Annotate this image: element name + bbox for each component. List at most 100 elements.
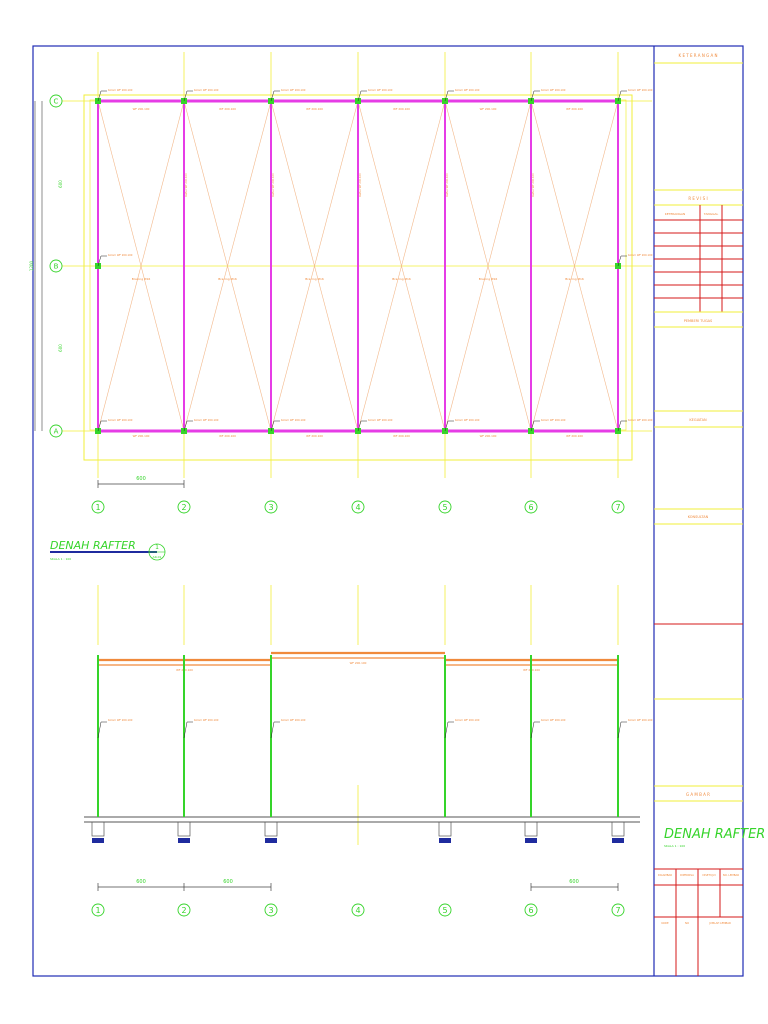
column-leader xyxy=(530,90,540,102)
section-bubble-7 xyxy=(611,903,625,917)
section-column-leader xyxy=(530,721,540,739)
column-bubble-7 xyxy=(611,500,625,514)
column-leader xyxy=(444,90,454,102)
beam-label-top: WF 200.100 xyxy=(219,107,236,111)
footing-pier xyxy=(438,821,452,837)
column-label: Kolom WF 200.100 xyxy=(281,418,306,422)
footing-base xyxy=(525,838,537,843)
column-bubble-label-5: 5 xyxy=(442,503,447,512)
tb-revisi-col2: TANGGAL xyxy=(703,212,719,216)
footing-base xyxy=(92,838,104,843)
bracing-diagonal xyxy=(530,100,619,432)
tb-revisi-col1: KETERANGAN xyxy=(665,212,685,216)
rafter-label: Rafter WF 200.100 xyxy=(184,173,188,197)
row-label-A: A xyxy=(54,428,59,436)
beam-label-top: WF 200.100 xyxy=(393,107,410,111)
column-leader xyxy=(617,420,627,432)
section-columns: Kolom WF 200.100 Kolom WF 200.100 Kolom WF… xyxy=(97,655,653,817)
column-leader xyxy=(617,255,627,267)
row-axis-bubbles: C B A xyxy=(49,94,63,438)
section-bubble-label-3: 3 xyxy=(268,906,273,915)
dim-upper-span: 600 xyxy=(58,180,63,188)
plan-title: DENAH RAFTER xyxy=(50,539,136,552)
footing-pier xyxy=(264,821,278,837)
column-bubble-4 xyxy=(351,500,365,514)
dim-bay-label: 600 xyxy=(136,476,146,482)
beam-label-bottom: WF 200.100 xyxy=(306,434,323,438)
column-label: Kolom WF 200.100 xyxy=(281,88,306,92)
bracing-diagonal xyxy=(357,100,446,432)
section-beam-label: WF 200.100 xyxy=(350,661,367,665)
bracing-diagonal xyxy=(183,100,272,432)
column-label: Kolom WF 200.100 xyxy=(628,88,653,92)
dim-lower-span: 600 xyxy=(58,344,63,352)
column-bubble-2 xyxy=(177,500,191,514)
beam-label-top: WF 200.100 xyxy=(306,107,323,111)
footing-base xyxy=(439,838,451,843)
bracing-label: Bracing Ø16 xyxy=(392,276,411,281)
beam-label-top: WF 200.100 xyxy=(566,107,583,111)
tb-revisi: R E V I S I xyxy=(688,196,707,201)
section-bubble-label-5: 5 xyxy=(442,906,447,915)
column-leader xyxy=(183,90,193,102)
beam-label-bottom: WF 200.100 xyxy=(133,434,150,438)
column-bubble-label-1: 1 xyxy=(95,503,100,512)
section-column-label: Kolom WF 200.100 xyxy=(541,718,566,722)
bracing-label: Bracing Ø16 xyxy=(218,276,237,281)
section-bubble-2 xyxy=(177,903,191,917)
column-label: Kolom WF 200.100 xyxy=(194,418,219,422)
tb-pemberi-tugas: PEMBERI TUGAS xyxy=(684,319,713,323)
beam-label-top: WF 200.100 xyxy=(480,107,497,111)
column-leader xyxy=(97,255,107,267)
column-leader xyxy=(617,90,627,102)
section-column-label: Kolom WF 200.100 xyxy=(455,718,480,722)
column-label: Kolom WF 200.100 xyxy=(108,88,133,92)
column-label: Kolom WF 200.100 xyxy=(541,418,566,422)
section-column-label: Kolom WF 200.100 xyxy=(281,718,306,722)
column-label: Kolom WF 200.100 xyxy=(541,88,566,92)
tb-drawing-scale: SKALA 1 : 100 xyxy=(664,844,685,848)
column-leader xyxy=(97,420,107,432)
sec-dim-1: 600 xyxy=(136,879,146,885)
bracing-label: Bracing Ø16 xyxy=(479,276,498,281)
bracing-diagonal xyxy=(444,100,532,432)
plan-columns: Kolom WF 200.100 Kolom WF 200.100 Kolom WF… xyxy=(95,88,653,434)
plan-scale-note: SKALA 1 : 100 xyxy=(50,557,71,561)
section-bubble-5 xyxy=(438,903,452,917)
section-bubble-3 xyxy=(264,903,278,917)
section-bubble-label-4: 4 xyxy=(355,906,360,915)
section-grid-vertical xyxy=(97,585,619,845)
column-leader xyxy=(183,420,193,432)
footing-pier xyxy=(91,821,105,837)
beam-label-bottom: WF 200.100 xyxy=(566,434,583,438)
plan-grid-horizontal xyxy=(50,100,652,432)
column-bubble-label-4: 4 xyxy=(355,503,360,512)
bracing-diagonal xyxy=(270,100,359,432)
column-bubble-1 xyxy=(91,500,105,514)
sec-dim-3: 600 xyxy=(569,879,579,885)
column-leader xyxy=(97,90,107,102)
column-bubble-5 xyxy=(438,500,452,514)
tb-r2c2: NO xyxy=(685,921,689,925)
section-bubble-label-7: 7 xyxy=(615,906,620,915)
tb-gambar: G A M B A R xyxy=(686,792,710,797)
section-column-label: Kolom WF 200.100 xyxy=(108,718,133,722)
tb-r1c4: NO. LEMBAR xyxy=(723,873,739,877)
rafter-label: Rafter WF 200.100 xyxy=(358,173,362,197)
column-bubble-6 xyxy=(524,500,538,514)
column-leader xyxy=(270,90,280,102)
section-bubble-label-1: 1 xyxy=(95,906,100,915)
tb-r2c1: KODE xyxy=(661,921,669,925)
section-column-leader xyxy=(270,721,280,739)
rafter-label: Rafter WF 200.100 xyxy=(445,173,449,197)
title-block: K E T E R A N G A N R E V I S I KETERANG… xyxy=(654,53,765,976)
column-bubble-3 xyxy=(264,500,278,514)
tb-r1c2: DIPERIKSA xyxy=(680,873,694,877)
column-label: Kolom WF 200.100 xyxy=(368,88,393,92)
section-column-label: Kolom WF 200.100 xyxy=(628,718,653,722)
column-leader xyxy=(270,420,280,432)
column-bubble-label-2: 2 xyxy=(181,503,186,512)
plan-view: Bracing Ø16 Bracing Ø16 Bracing Ø16 Bracing… xyxy=(29,52,653,561)
